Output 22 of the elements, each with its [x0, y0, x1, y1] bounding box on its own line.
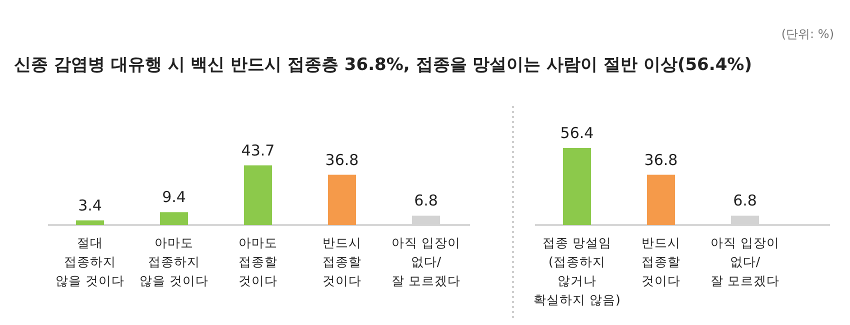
x-tick-label: 아마도 접종할 것이다	[238, 235, 278, 288]
data-label: 9.4	[162, 188, 186, 206]
x-tick-label: 절대 접종하지 않을 것이다	[56, 235, 124, 288]
data-label: 3.4	[78, 196, 102, 214]
x-tick-label: 접종 망설임 (접종하지 않거나 확실하지 않음)	[534, 235, 620, 307]
data-label: 43.7	[241, 141, 275, 160]
x-tick-label: 아직 입장이 없다/ 잘 모르겠다	[392, 235, 460, 288]
bar	[160, 212, 188, 225]
data-label: 56.4	[560, 124, 594, 142]
bar	[76, 220, 104, 225]
data-label: 36.8	[325, 150, 359, 169]
x-tick-label: 반드시 접종할 것이다	[322, 235, 362, 288]
x-tick-label: 아직 입장이 없다/ 잘 모르겠다	[710, 235, 780, 288]
chart-title: 신종 감염병 대유행 시 백신 반드시 접종층 36.8%, 접종을 망설이는 사람이 절반 이상(56.4%)	[14, 55, 752, 75]
bar	[328, 174, 356, 225]
x-tick-label: 반드시 접종할 것이다	[642, 235, 680, 288]
x-tick-label: 아마도 접종하지 않을 것이다	[140, 235, 208, 288]
data-label: 36.8	[644, 150, 678, 169]
data-label: 6.8	[414, 192, 438, 210]
data-label: 6.8	[733, 192, 757, 210]
text: (단위: %)	[781, 27, 834, 41]
bar	[244, 165, 272, 225]
